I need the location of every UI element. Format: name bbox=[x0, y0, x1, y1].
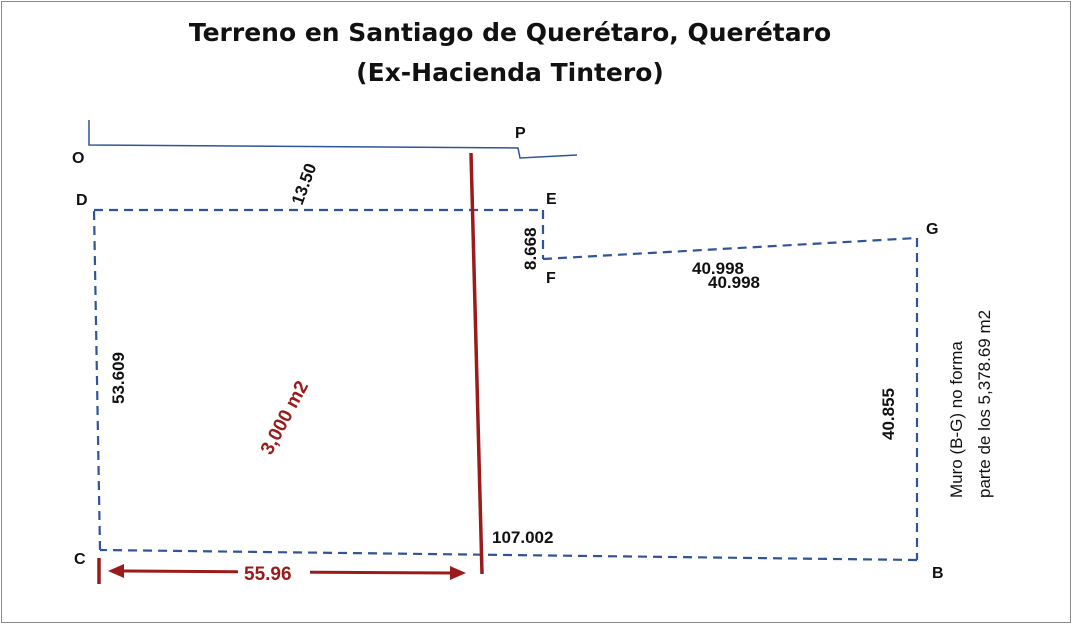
arrowhead-left-icon bbox=[108, 564, 124, 578]
dimension-upper-right-b: 40.998 bbox=[708, 273, 760, 292]
diagram-subtitle: (Ex-Hacienda Tintero) bbox=[356, 58, 664, 87]
point-label-p: P bbox=[515, 125, 526, 142]
dimension-right: 40.855 bbox=[879, 388, 898, 440]
point-label-e: E bbox=[546, 191, 557, 208]
point-label-c: C bbox=[74, 551, 86, 568]
dimension-upper-right-a: 40.998 bbox=[692, 259, 744, 278]
arrow-label-backdrop bbox=[238, 561, 310, 583]
point-label-d: D bbox=[76, 192, 88, 209]
dimension-left: 53.609 bbox=[109, 352, 128, 404]
dimension-bottom-red: 55.96 bbox=[244, 564, 292, 585]
diagram-title: Terreno en Santiago de Querétaro, Querét… bbox=[188, 18, 832, 47]
wall-note-line-1: Muro (B-G) no forma bbox=[947, 341, 966, 498]
boundary-c-d bbox=[92, 209, 102, 551]
point-label-b: B bbox=[932, 565, 944, 582]
point-label-g: G bbox=[926, 221, 938, 238]
road-line bbox=[88, 120, 578, 159]
wall-note-line-2: parte de los 5,378.69 m2 bbox=[975, 310, 994, 498]
area-label: 3,000 m2 bbox=[257, 378, 313, 459]
dimension-step: 8.668 bbox=[521, 227, 540, 270]
boundary-f-g bbox=[542, 236, 918, 261]
arrowhead-right-icon bbox=[450, 566, 466, 580]
division-line bbox=[469, 152, 484, 575]
dimension-top: 13.50 bbox=[288, 161, 320, 207]
dimension-bottom-total: 107.002 bbox=[492, 528, 553, 547]
boundary-b-c bbox=[99, 548, 918, 562]
point-label-f: F bbox=[546, 270, 556, 287]
point-label-o: O bbox=[72, 150, 84, 167]
